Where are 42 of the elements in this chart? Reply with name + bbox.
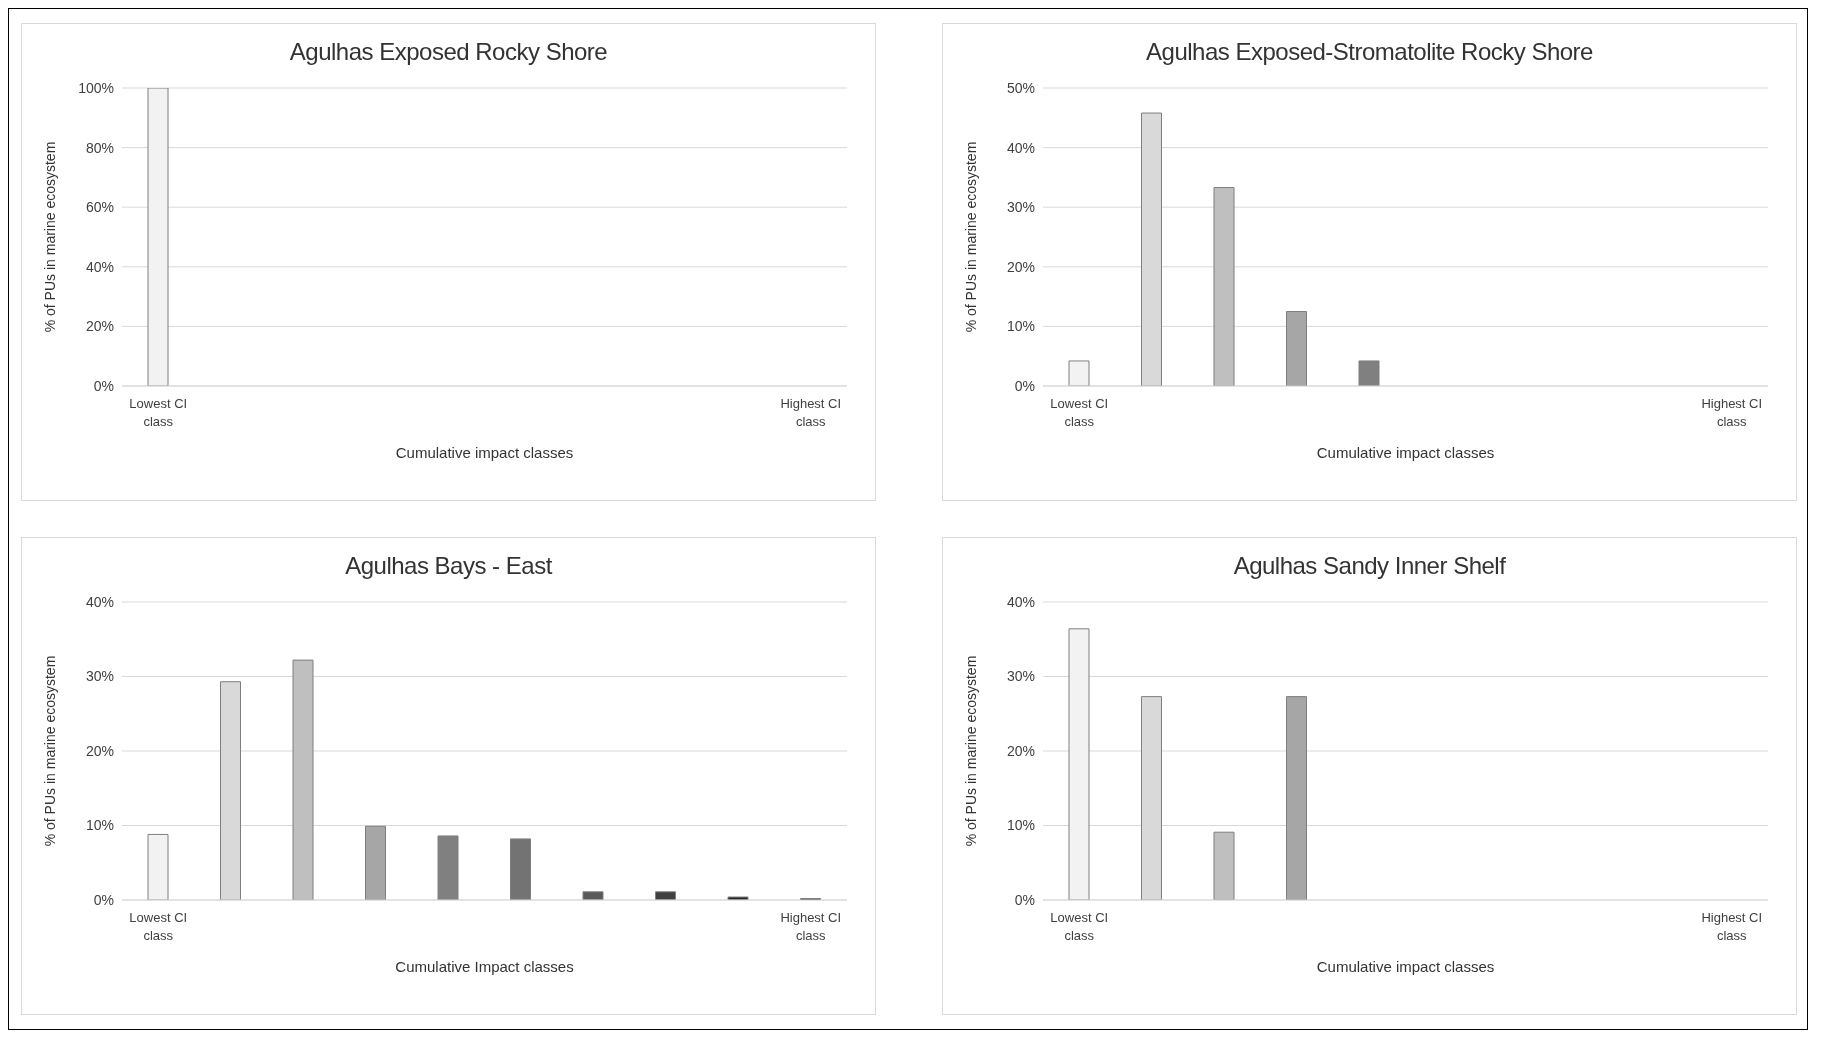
- y-tick-label: 20%: [1006, 742, 1035, 759]
- y-axis-title: % of PUs in marine ecosystem: [41, 655, 58, 847]
- y-tick-label: 40%: [85, 258, 114, 275]
- y-tick-label: 40%: [1006, 593, 1035, 610]
- y-tick-label: 40%: [85, 593, 114, 610]
- y-tick-label: 40%: [1006, 139, 1035, 156]
- y-tick-label: 100%: [78, 79, 114, 96]
- y-axis-title: % of PUs in marine ecosystem: [962, 655, 979, 847]
- x-tick-label: Highest CI class: [780, 396, 842, 429]
- x-axis-title: Cumulative Impact classes: [395, 958, 574, 975]
- y-tick-label: 50%: [1006, 79, 1035, 96]
- x-axis-title: Cumulative impact classes: [395, 444, 574, 461]
- y-tick-label: 20%: [1006, 258, 1035, 275]
- x-tick-label: Highest CI class: [1701, 910, 1763, 943]
- chart-title: Agulhas Sandy Inner Shelf: [1232, 552, 1507, 580]
- y-tick-label: 10%: [85, 817, 114, 834]
- y-tick-label: 30%: [1006, 668, 1035, 685]
- y-tick-label: 30%: [85, 668, 114, 685]
- y-axis-title: % of PUs in marine ecosystem: [41, 141, 58, 333]
- y-tick-label: 0%: [93, 891, 114, 908]
- y-tick-label: 80%: [85, 139, 114, 156]
- y-axis-title: % of PUs in marine ecosystem: [962, 141, 979, 333]
- y-tick-label: 0%: [93, 377, 114, 394]
- x-tick-label: Lowest CI class: [1050, 396, 1109, 429]
- y-tick-label: 30%: [1006, 199, 1035, 216]
- chart-title: Agulhas Bays - East: [344, 552, 554, 580]
- chart-title: Agulhas Exposed Rocky Shore: [288, 38, 609, 66]
- y-tick-label: 20%: [85, 742, 114, 759]
- y-tick-label: 10%: [1006, 318, 1035, 335]
- y-tick-label: 0%: [1014, 377, 1035, 394]
- y-tick-label: 20%: [85, 318, 114, 335]
- y-tick-label: 60%: [85, 199, 114, 216]
- x-tick-label: Lowest CI class: [129, 910, 188, 943]
- x-axis-title: Cumulative impact classes: [1316, 958, 1495, 975]
- y-tick-label: 0%: [1014, 891, 1035, 908]
- chart-title: Agulhas Exposed-Stromatolite Rocky Shore: [1145, 38, 1594, 66]
- x-axis-title: Cumulative impact classes: [1316, 444, 1495, 461]
- x-tick-label: Highest CI class: [1701, 396, 1763, 429]
- x-tick-label: Highest CI class: [780, 910, 842, 943]
- x-tick-label: Lowest CI class: [129, 396, 188, 429]
- y-tick-label: 10%: [1006, 817, 1035, 834]
- x-tick-label: Lowest CI class: [1050, 910, 1109, 943]
